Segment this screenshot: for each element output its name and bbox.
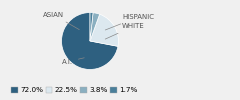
Text: ASIAN: ASIAN <box>43 12 79 30</box>
Text: A.I.: A.I. <box>62 58 84 65</box>
Legend: 72.0%, 22.5%, 3.8%, 1.7%: 72.0%, 22.5%, 3.8%, 1.7% <box>8 84 140 96</box>
Wedge shape <box>61 12 118 70</box>
Wedge shape <box>90 13 100 41</box>
Text: HISPANIC: HISPANIC <box>105 14 154 30</box>
Text: WHITE: WHITE <box>105 23 145 39</box>
Wedge shape <box>90 12 93 41</box>
Wedge shape <box>90 14 119 46</box>
